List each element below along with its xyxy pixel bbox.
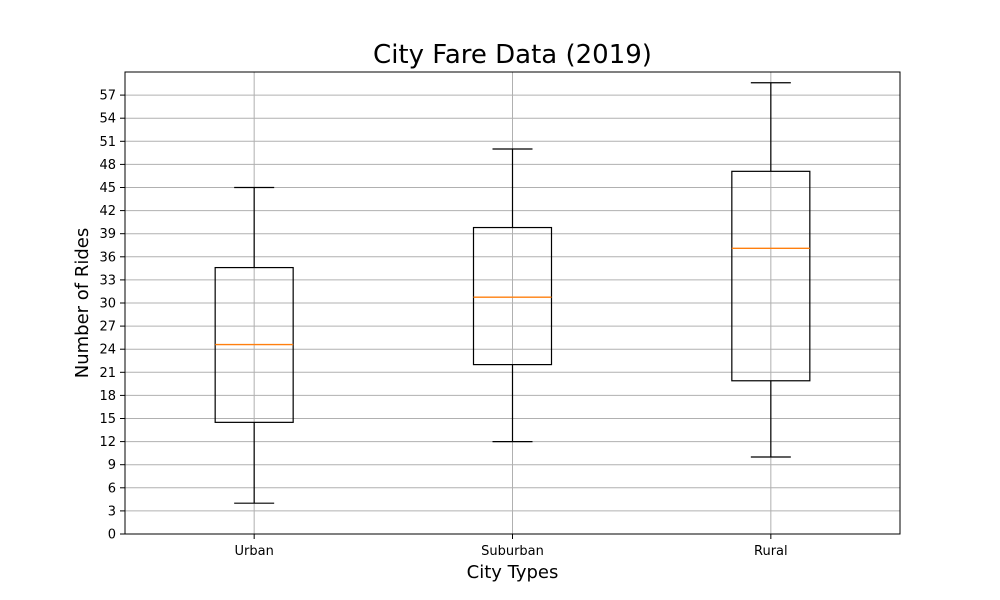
y-tick-label: 54 [99,112,116,127]
y-tick-label: 51 [99,135,116,150]
box-suburban [472,148,553,443]
x-tick-label-rural: Rural [754,544,788,559]
y-tick-label: 36 [99,250,116,265]
y-tick-label: 24 [99,343,116,358]
chart-title: City Fare Data (2019) [373,40,652,70]
y-axis-label: Number of Rides [72,228,93,379]
y-tick-label: 9 [108,458,116,473]
y-tick-label: 15 [99,412,116,427]
y-tick-label: 39 [99,227,116,242]
y-tick-label: 6 [108,481,116,496]
y-tick-label: 48 [99,158,116,173]
box-urban [214,186,294,504]
y-tick-label: 57 [99,89,116,104]
y-tick-label: 42 [99,204,116,219]
x-tick-label-suburban: Suburban [481,544,544,559]
y-tick-label: 21 [99,366,116,381]
y-tick-label: 27 [99,320,116,335]
y-tick-label: 3 [108,504,116,519]
box-layer [214,82,811,504]
tick-layer: 036912151821242730333639424548515457Urba… [99,89,787,559]
y-tick-label: 33 [99,273,116,288]
y-tick-label: 0 [108,528,116,543]
y-tick-label: 30 [99,297,116,312]
iqr-box [731,170,811,382]
y-tick-label: 18 [99,389,116,404]
y-tick-label: 12 [99,435,116,450]
grid-layer [125,72,900,535]
y-tick-label: 45 [99,181,116,196]
box-rural [731,82,811,458]
x-axis-label: City Types [467,562,559,583]
iqr-box [472,226,553,366]
x-tick-label-urban: Urban [235,544,274,559]
